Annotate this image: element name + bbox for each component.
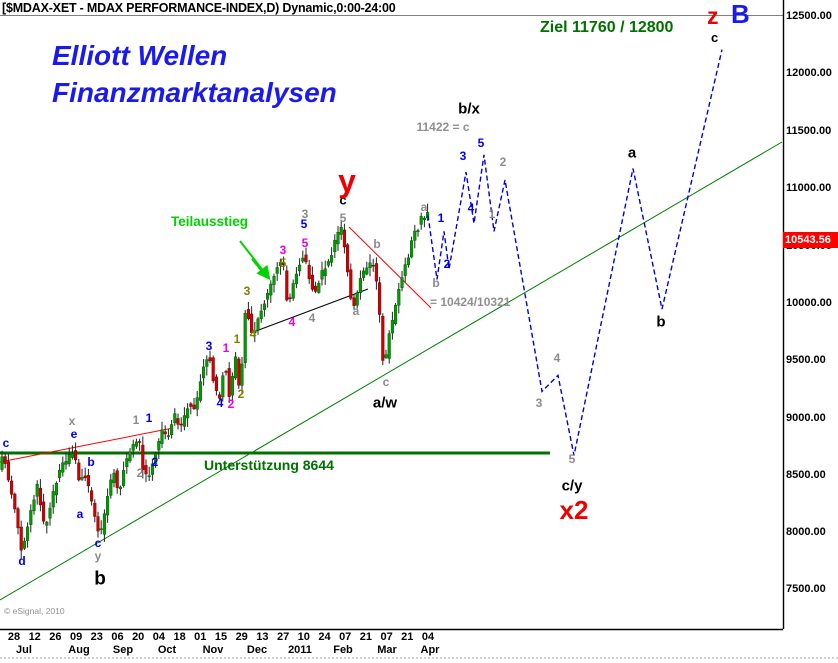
target-annotation: Ziel 11760 / 12800 (540, 19, 674, 36)
wave-aw-label: a/w (372, 394, 398, 412)
up-trendline[interactable] (0, 141, 783, 601)
wave-b-projection-label: b (656, 313, 666, 331)
brand-line-1: Elliott Wellen (52, 40, 228, 71)
wave-b-big-label: b (94, 568, 106, 590)
wave-a-projection-label: a (627, 144, 637, 162)
candlesticks (0, 203, 430, 559)
support-annotation: Unterstützung 8644 (204, 457, 334, 473)
teilausstieg-arrow (239, 240, 271, 281)
projected-wave-path[interactable] (427, 49, 723, 456)
equality-target-annotation: 11422 = c (416, 120, 470, 134)
esignal-copyright: © eSignal, 2010 (4, 606, 65, 616)
wave-bx-label: b/x (458, 100, 480, 118)
wave-z-label: z (707, 3, 719, 29)
red-trendline-right[interactable] (348, 226, 432, 309)
brand-line-2: Finanzmarktanalysen (52, 77, 337, 108)
wave-cy-label: c/y (561, 477, 583, 495)
last-price-badge: 10543.56 (783, 232, 838, 249)
wave-c-top-label: c (711, 30, 719, 45)
teilausstieg-arrow-2 (251, 258, 266, 276)
red-trendline-left[interactable] (0, 427, 174, 463)
teilausstieg-annotation: Teilausstieg (171, 214, 249, 229)
window-title: [$MDAX-XET - MDAX PERFORMANCE-INDEX,D) D… (2, 1, 396, 15)
retracement-annotation: = 10424/10321 (430, 295, 511, 309)
wave-x2-label: x2 (559, 495, 589, 525)
wave-B-label: B (731, 0, 750, 29)
wave-y-label: y (338, 163, 356, 199)
